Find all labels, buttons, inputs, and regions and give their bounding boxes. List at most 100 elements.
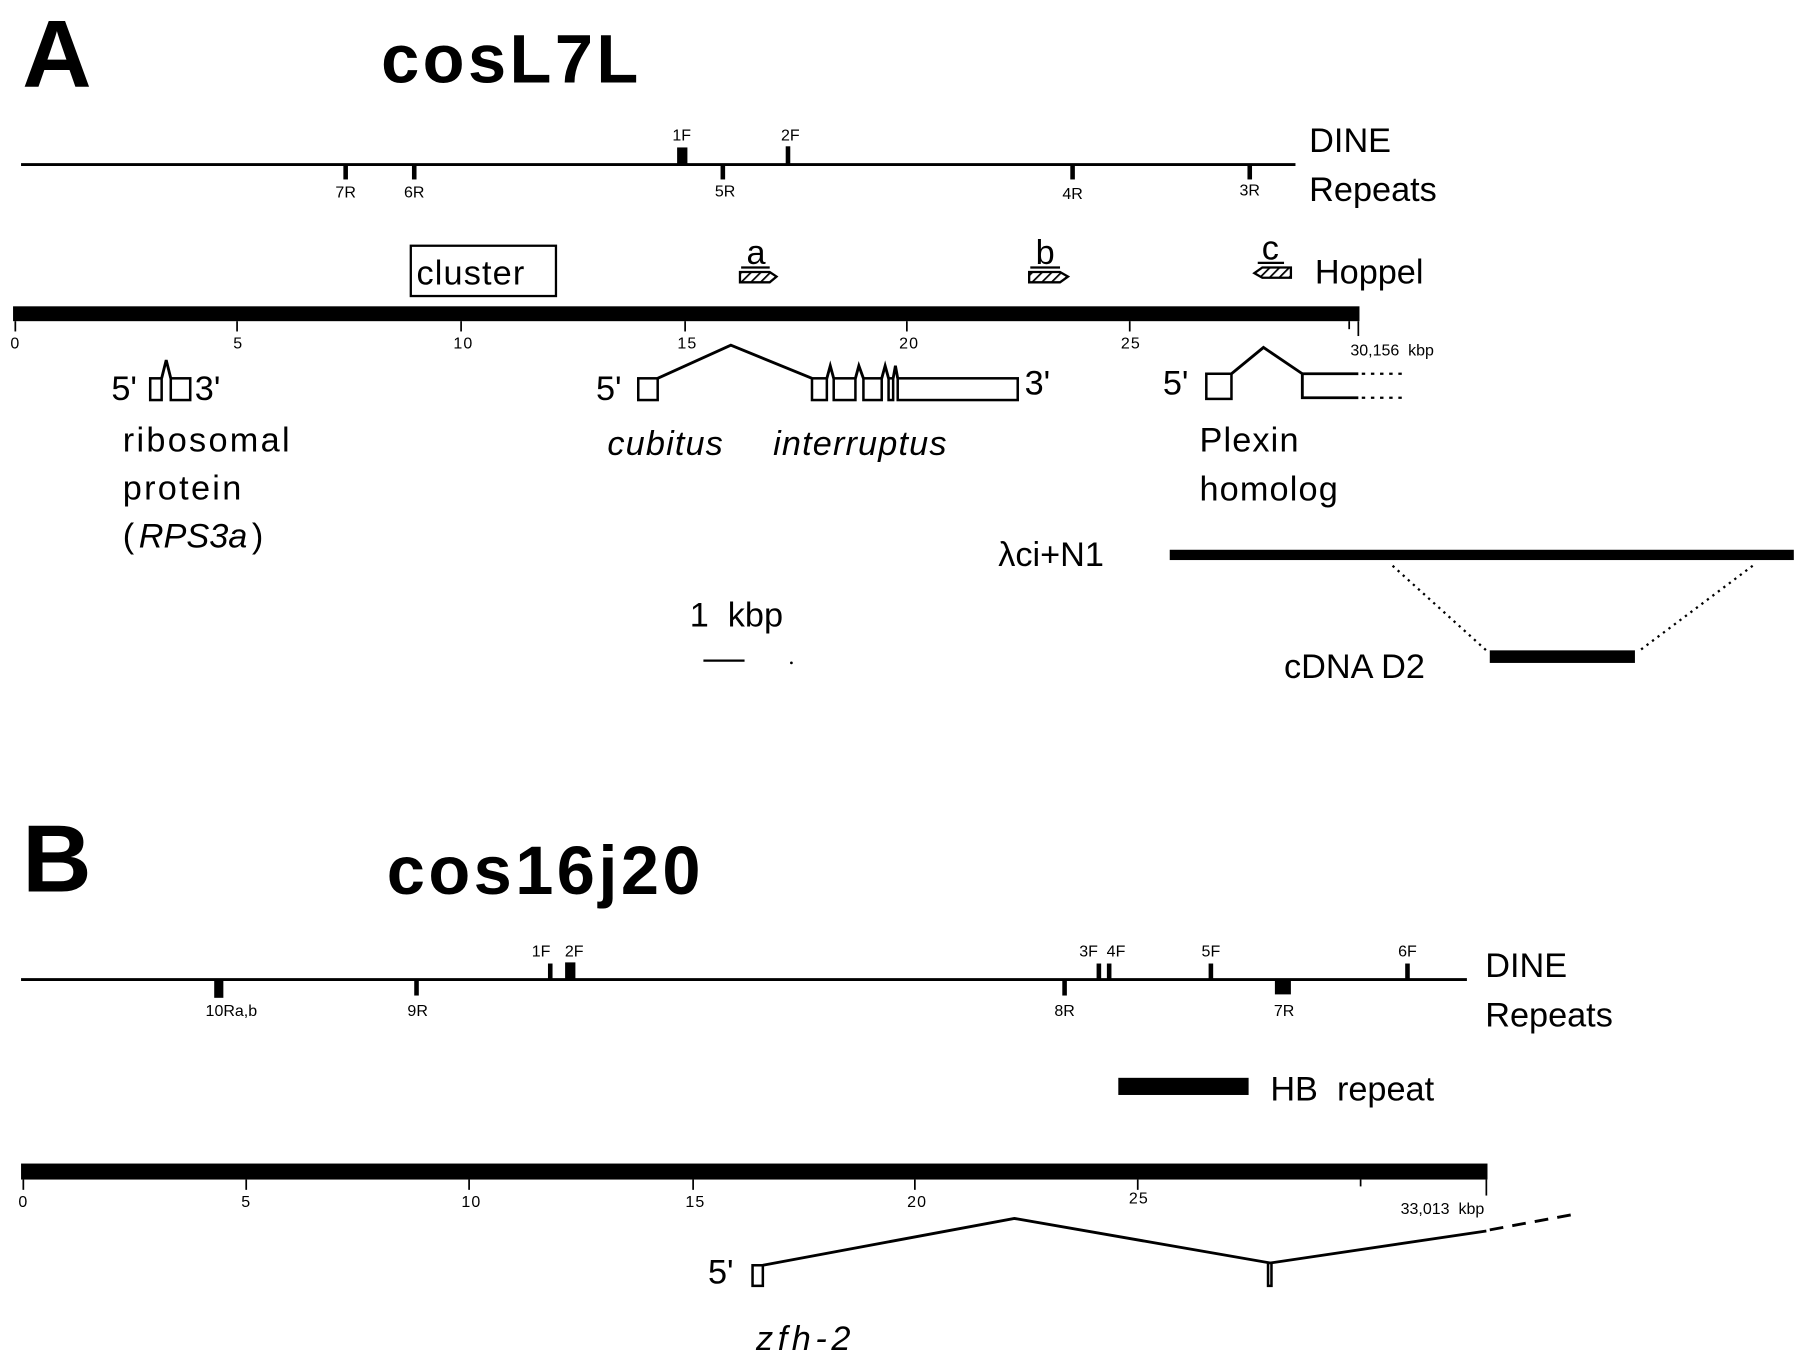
tick-label: 15 <box>685 1194 705 1211</box>
gene-rps3a: 5' 3' ribosomal protein (RPS3a) <box>111 359 292 555</box>
panel-a-title: cosL7L <box>381 20 642 97</box>
dine-label: 8R <box>1054 1003 1074 1020</box>
exon <box>810 377 829 402</box>
exon <box>169 377 192 402</box>
scale-end-label: 30,156 kbp <box>1350 342 1434 359</box>
tick-label: 25 <box>1129 1191 1149 1208</box>
tick-label: 10 <box>461 1194 481 1211</box>
five-prime-label: 5' <box>708 1254 734 1292</box>
dine-label: 2F <box>781 128 800 145</box>
hoppel-element-a-icon <box>738 270 779 284</box>
hoppel-label-b: b <box>1036 234 1055 272</box>
dine-title: DINE <box>1309 122 1391 160</box>
hoppel-label-a: a <box>746 234 766 272</box>
hoppel-label-c: c <box>1262 229 1279 267</box>
hoppel-element-c-icon <box>1252 266 1293 279</box>
dine-mark-7r <box>343 164 348 180</box>
cluster-box <box>409 244 558 298</box>
tick-label: 0 <box>10 336 20 353</box>
exon <box>751 1264 765 1288</box>
dine-mark-2f <box>785 146 791 165</box>
panel-b-letter: B <box>22 806 91 913</box>
cosmid-bar <box>21 1163 1488 1180</box>
dotted-connector <box>1391 564 1489 653</box>
dine-label: 9R <box>407 1003 427 1020</box>
dine-label: 3F <box>1079 944 1098 961</box>
kbp-scale-label: 1 kbp <box>690 596 783 634</box>
cluster-label: cluster <box>417 255 526 293</box>
exon <box>896 377 1019 402</box>
dine-label: 6R <box>404 185 424 202</box>
repeats-title: Repeats <box>1485 996 1613 1034</box>
tick-label: 25 <box>1121 336 1141 353</box>
exon <box>862 377 883 402</box>
exon <box>832 377 857 402</box>
dine-mark-4r <box>1070 164 1075 180</box>
dine-label: 6F <box>1398 944 1417 961</box>
tick-label: 5 <box>241 1194 251 1211</box>
hoppel-element-b-icon <box>1028 270 1071 284</box>
dine-label: 2F <box>565 944 584 961</box>
five-prime-label: 5' <box>111 370 137 408</box>
dine-label: 3R <box>1240 182 1260 199</box>
tick-label: 5 <box>233 336 243 353</box>
dine-label: 7R <box>1274 1003 1294 1020</box>
cosmid-bar <box>13 306 1360 322</box>
intron <box>160 359 173 379</box>
panel-b: B cos16j20 1F 2F 3F 4F 5F 6F 10Ra,b 9R 8… <box>18 806 1613 1358</box>
three-prime-label: 3' <box>1025 364 1051 402</box>
tick-label: 20 <box>899 336 919 353</box>
hb-repeat-label: HB repeat <box>1270 1071 1434 1109</box>
dine-label: 10Ra,b <box>206 1003 258 1020</box>
gene-name: zfh-2 <box>755 1320 855 1358</box>
five-prime-label: 5' <box>1163 364 1189 402</box>
scale-bar-a: 0 5 10 15 20 25 30,156 kbp <box>10 306 1434 359</box>
dine-label: 7R <box>335 185 355 202</box>
panel-a-letter: A <box>22 1 91 108</box>
tick-label: 20 <box>907 1194 927 1211</box>
exon <box>1266 1261 1273 1288</box>
hoppel-title: Hoppel <box>1315 253 1424 291</box>
clone-bar <box>1169 549 1794 561</box>
hb-repeat-bar <box>1118 1077 1249 1095</box>
gene-name: cubitus <box>607 425 724 463</box>
gene-name: interruptus <box>773 425 947 463</box>
scale-end-label: 33,013 kbp <box>1401 1201 1485 1218</box>
cdna-label: cDNA D2 <box>1284 648 1425 686</box>
intron <box>1230 345 1304 375</box>
repeats-title: Repeats <box>1309 171 1437 209</box>
scale-bar-b: 0 5 10 15 20 25 33,013 kbp <box>18 1163 1488 1218</box>
three-prime-label: 3' <box>195 370 221 408</box>
hoppel-track: a b c Hoppel <box>738 229 1424 291</box>
dine-repeats-track-b: 1F 2F 3F 4F 5F 6F 10Ra,b 9R 8R 7R DINE R… <box>21 944 1613 1034</box>
dine-title: DINE <box>1485 947 1567 985</box>
gene-paren: (RPS3a) <box>123 517 264 555</box>
intron <box>762 1216 1487 1267</box>
dine-label: 5R <box>715 184 735 201</box>
dine-repeats-track-a: 1F 2F 7R 6R 5R 4R 3R DINE Repeats <box>21 122 1437 209</box>
exon <box>637 377 659 402</box>
gene-description: ribosomal <box>123 421 292 459</box>
exon <box>148 377 163 402</box>
dine-label: 1F <box>532 944 551 961</box>
dine-label: 4F <box>1107 944 1126 961</box>
tick-label: 15 <box>677 336 697 353</box>
dine-mark-1f <box>677 147 688 165</box>
gene-description: homolog <box>1199 471 1338 509</box>
tick-label: 10 <box>453 336 473 353</box>
dine-mark-3r <box>1247 164 1253 180</box>
dine-mark-6r <box>411 164 417 180</box>
dine-label: 5F <box>1202 944 1221 961</box>
five-prime-label: 5' <box>596 370 622 408</box>
panel-b-title: cos16j20 <box>387 832 704 909</box>
intron <box>657 343 813 380</box>
dotted-connector <box>1637 564 1754 653</box>
gene-plexin-homolog: 5' Plexin homolog <box>1163 345 1405 509</box>
dine-label: 1F <box>672 128 691 145</box>
clone-label: λci+N1 <box>998 536 1104 574</box>
exon <box>1205 372 1233 401</box>
dine-label: 4R <box>1062 186 1082 203</box>
cdna-bar <box>1489 650 1635 663</box>
exon <box>1300 372 1359 400</box>
